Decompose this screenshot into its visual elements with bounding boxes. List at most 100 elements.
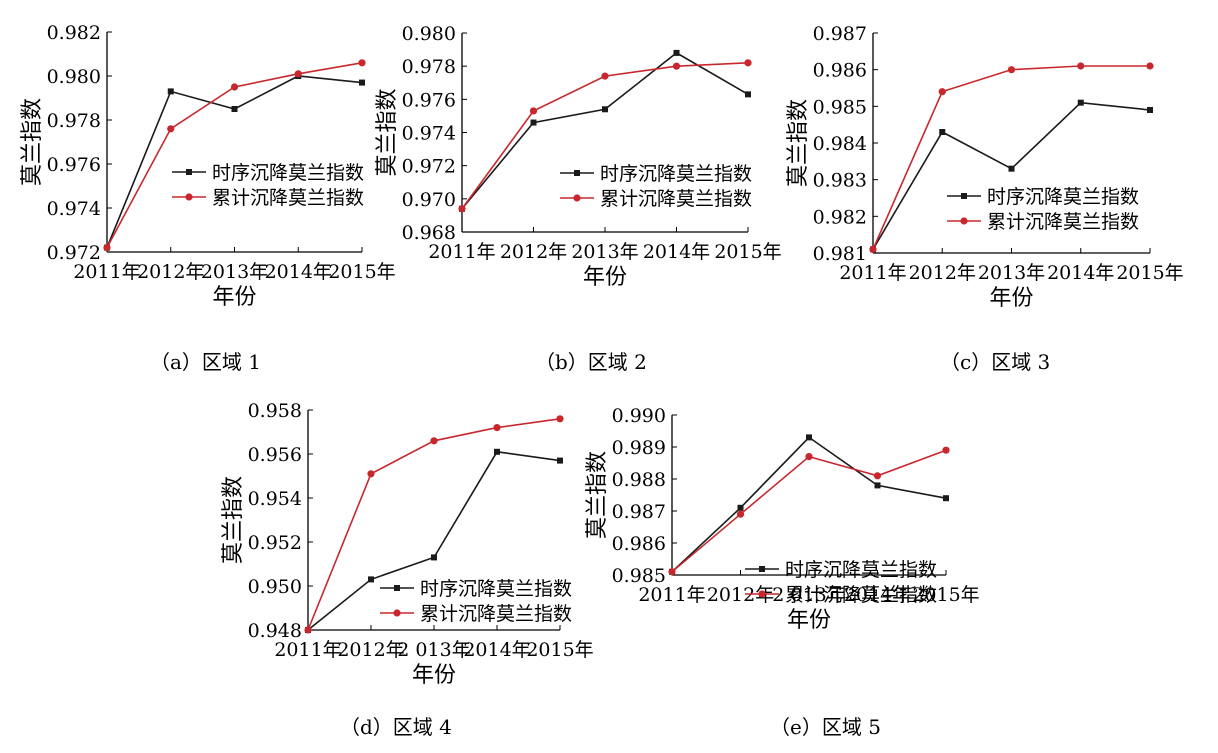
chart-caption: （e）区域 5 (770, 715, 881, 739)
y-axis-label: 莫兰指数 (786, 99, 811, 187)
y-tick-label: 0.990 (612, 405, 666, 427)
legend-marker (758, 590, 766, 598)
data-point-square (494, 448, 500, 455)
y-tick-label: 0.978 (47, 110, 101, 132)
data-point-circle (167, 125, 175, 133)
x-axis-label: 年份 (212, 285, 256, 310)
data-point-square (1147, 107, 1153, 113)
data-point-square (167, 88, 174, 95)
x-tick-label: 2 013年 (397, 639, 470, 661)
data-point-circle (367, 470, 375, 478)
x-tick-label: 2013年 (201, 261, 268, 283)
y-tick-label: 0.987 (813, 23, 867, 45)
y-tick-label: 0.948 (248, 620, 302, 642)
y-tick-label: 0.986 (612, 533, 666, 555)
data-point-square (874, 482, 881, 489)
legend-label: 累计沉降莫兰指数 (420, 603, 572, 625)
chart-caption: （b）区域 2 (535, 350, 647, 374)
legend-marker (574, 170, 580, 176)
chart-caption: （a）区域 1 (150, 350, 262, 374)
y-tick-label: 0.974 (47, 198, 101, 220)
y-tick-label: 0.972 (47, 242, 101, 264)
chart-panel-d: 0.948 0.950 0.952 0.954 0.956 0.958 2011年 2012年… (210, 395, 610, 753)
chart-svg: 0.972 0.974 0.976 0.978 0.980 0.982 2011年2012年… (20, 22, 396, 310)
y-tick-label: 0.956 (248, 444, 302, 466)
data-point-square (1077, 99, 1084, 106)
y-tick-label: 0.976 (402, 89, 456, 111)
y-tick-label: 0.987 (612, 501, 666, 523)
x-axis-label: 年份 (412, 663, 456, 688)
data-point-square (737, 504, 744, 511)
y-tick-label: 0.980 (402, 23, 456, 45)
data-point-square (673, 49, 680, 56)
data-point-square (602, 106, 608, 113)
data-point-circle (430, 437, 438, 445)
x-tick-label: 2014年 (643, 241, 710, 263)
y-tick-label: 0.986 (813, 60, 867, 82)
data-point-circle (805, 453, 813, 461)
data-point-circle (1007, 66, 1016, 74)
x-tick-label: 2012年 (909, 262, 976, 284)
x-tick-label: 2014年 (265, 261, 332, 283)
x-tick-label: 2015年 (526, 639, 593, 661)
data-point-square (368, 576, 374, 583)
data-point-circle (529, 107, 538, 115)
data-point-circle (668, 568, 676, 576)
y-tick-label: 0.983 (813, 170, 867, 192)
data-point-square (806, 434, 812, 441)
data-point-circle (458, 205, 466, 213)
x-tick-label: 2013年 (571, 241, 638, 263)
legend-marker (573, 194, 581, 202)
data-point-circle (103, 244, 111, 252)
y-tick-label: 0.950 (248, 576, 302, 598)
x-tick-label: 2012年 (707, 584, 774, 606)
data-point-circle (1146, 62, 1154, 70)
legend-label: 时序沉降莫兰指数 (987, 186, 1139, 208)
x-axis-label: 年份 (787, 608, 831, 633)
chart-panel-b: 0.968 0.970 0.972 0.974 0.976 0.978 0.980 2011年… (375, 0, 800, 380)
y-axis-label: 莫兰指数 (221, 476, 246, 564)
y-tick-label: 0.972 (402, 156, 456, 178)
data-point-circle (294, 70, 302, 78)
y-tick-label: 0.970 (402, 189, 456, 211)
y-tick-label: 0.968 (402, 222, 456, 244)
data-point-square (557, 457, 563, 464)
data-point-circle (230, 83, 239, 91)
data-point-square (530, 119, 537, 126)
y-tick-label: 0.974 (402, 123, 456, 145)
x-tick-label: 2014年 (1047, 262, 1114, 284)
chart-caption: （d）区域 4 (340, 715, 452, 739)
legend-marker (186, 169, 192, 175)
y-tick-label: 0.978 (402, 56, 456, 78)
data-point-square (939, 129, 946, 135)
x-tick-label: 2011年 (839, 262, 906, 284)
x-tick-label: 2 013年 (772, 584, 845, 606)
data-point-circle (1077, 62, 1085, 70)
legend-label: 时序沉降莫兰指数 (212, 162, 364, 184)
legend-marker (393, 609, 401, 617)
chart-svg: 0.985 0.986 0.987 0.988 0.989 0.990 2011年 2012年… (585, 405, 980, 633)
data-point-circle (493, 424, 501, 432)
data-point-square (231, 106, 238, 112)
data-point-circle (869, 245, 877, 253)
data-point-circle (556, 415, 564, 423)
chart-panel-c: 0.981 0.982 0.983 0.984 0.985 0.986 0.987 2011年… (786, 0, 1215, 380)
legend-label: 累计沉降莫兰指数 (212, 187, 364, 209)
y-tick-label: 0.952 (248, 532, 302, 554)
y-tick-label: 0.954 (248, 488, 302, 510)
data-point-circle (358, 59, 366, 67)
y-axis-label: 莫兰指数 (375, 88, 400, 176)
data-point-square (943, 495, 949, 502)
x-axis-label: 年份 (583, 265, 627, 290)
x-tick-label: 2015年 (714, 241, 781, 263)
legend-label: 时序沉降莫兰指数 (600, 163, 752, 185)
x-tick-label: 2012年 (500, 241, 567, 263)
x-tick-label: 2012年 (337, 639, 404, 661)
x-tick-label: 2012年 (137, 261, 204, 283)
legend-label: 累计沉降莫兰指数 (785, 584, 937, 606)
x-axis-label: 年份 (989, 286, 1033, 311)
legend-label: 时序沉降莫兰指数 (420, 578, 572, 600)
y-tick-label: 0.989 (612, 437, 666, 459)
legend-marker (961, 193, 967, 199)
legend-marker (394, 585, 400, 591)
